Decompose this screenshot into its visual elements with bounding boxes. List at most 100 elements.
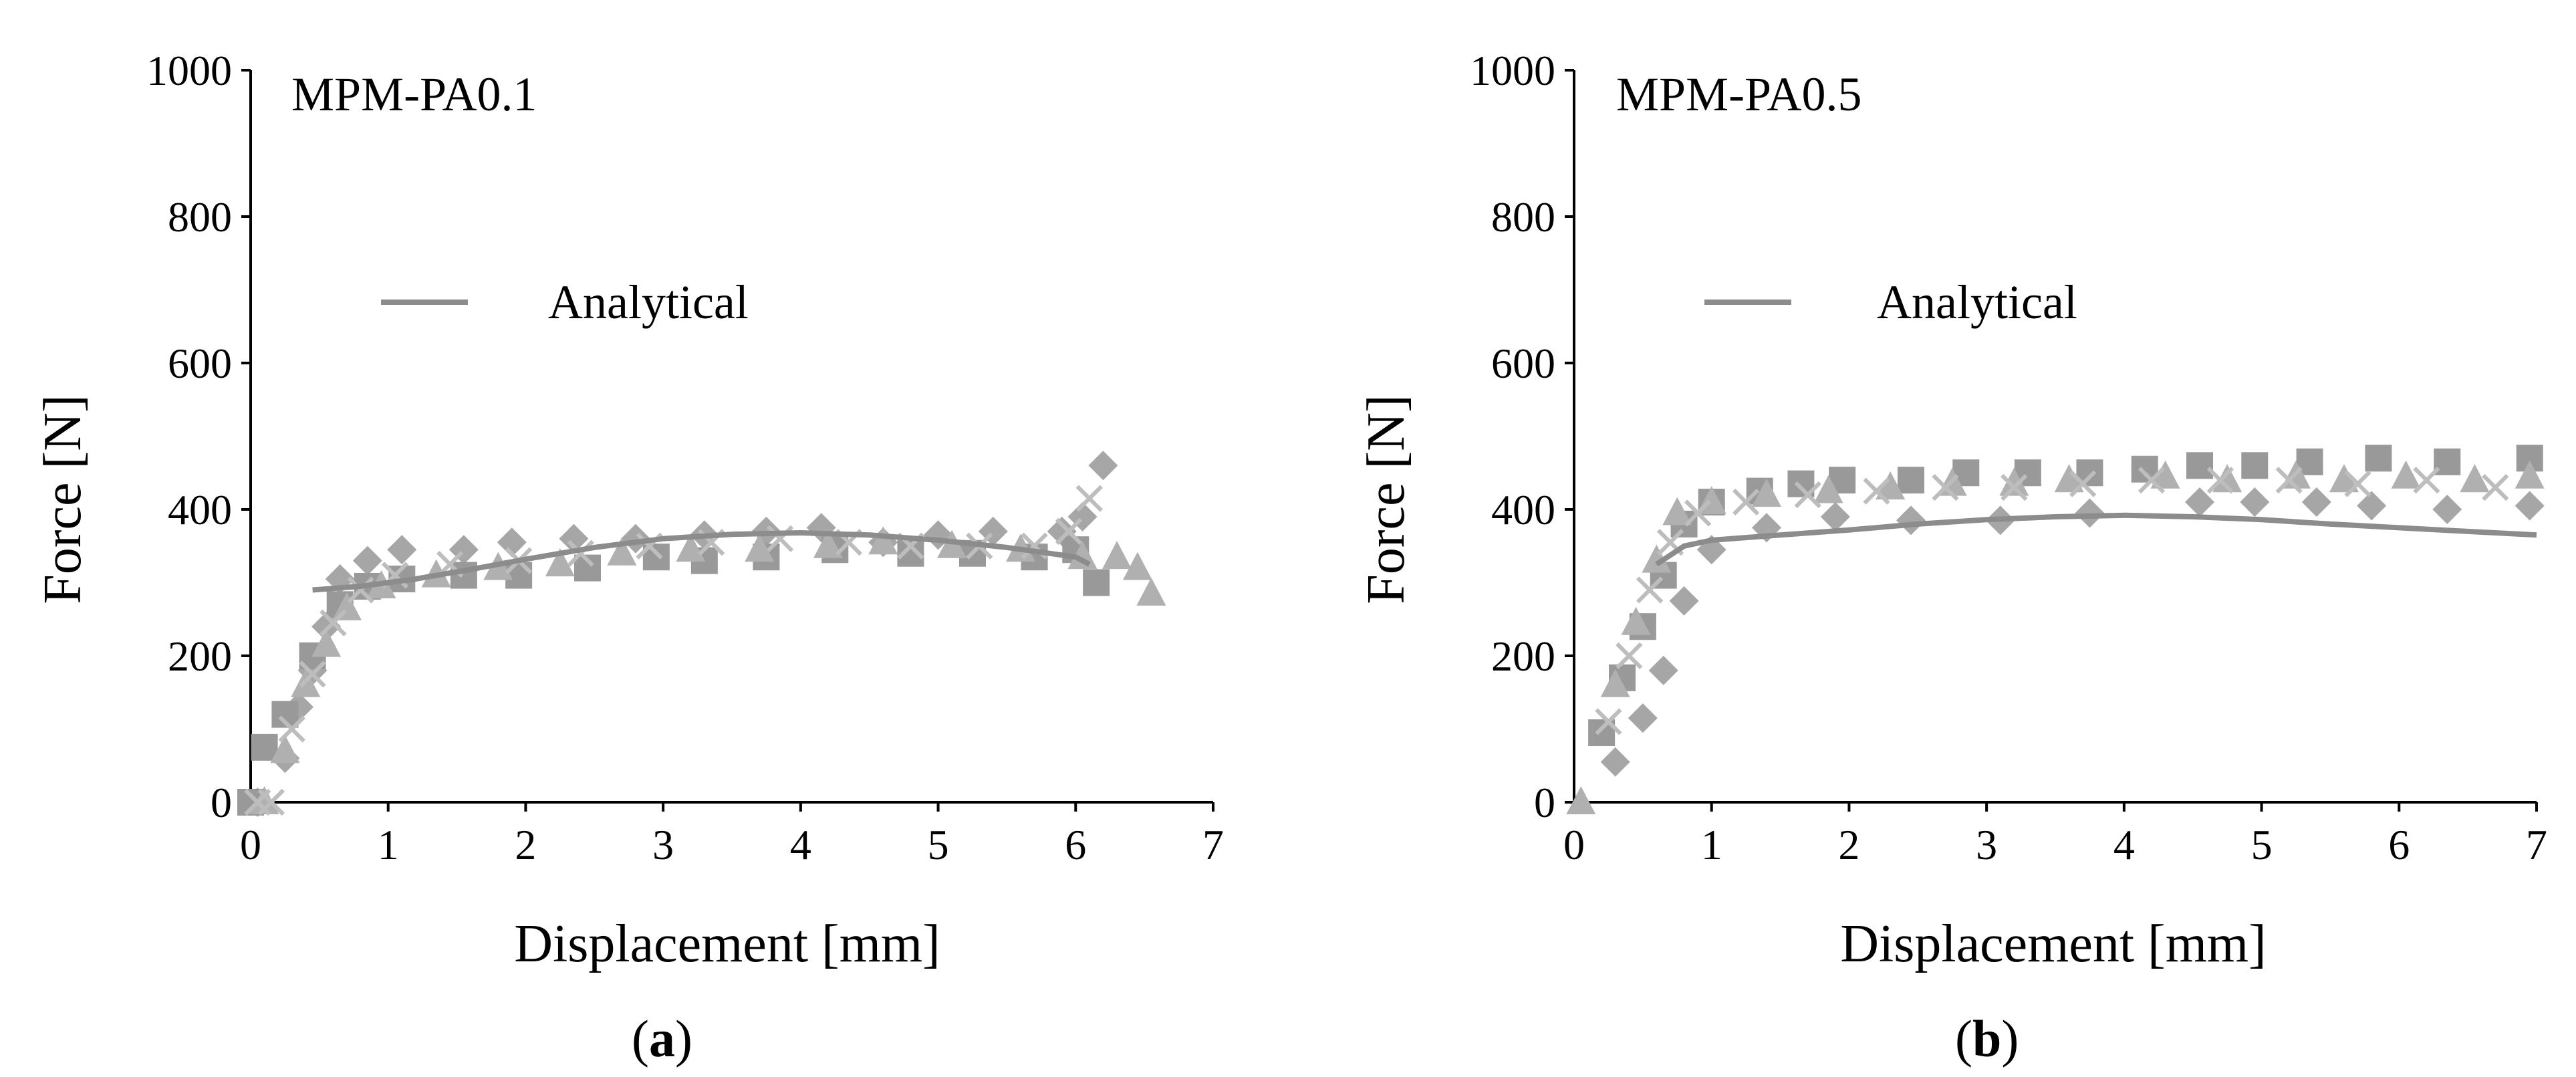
data-point-triangle bbox=[545, 548, 575, 577]
data-point-triangle bbox=[2391, 460, 2421, 489]
x-tick-label: 4 bbox=[2113, 821, 2135, 868]
data-point-cross bbox=[1075, 485, 1103, 512]
caption-open-b: ( bbox=[1955, 1009, 1972, 1068]
data-point-square bbox=[2186, 452, 2213, 479]
panel-a: 0 200 400 600 800 1000 0 1 2 3 4 5 6 7 MPM-PA0.1 Anal… bbox=[33, 47, 1224, 1068]
y-tick-label: 1000 bbox=[1470, 47, 1555, 94]
data-point-cross bbox=[1595, 708, 1622, 735]
data-point-diamond bbox=[2301, 487, 2331, 517]
data-point-diamond bbox=[2240, 487, 2270, 517]
data-point-cross bbox=[299, 661, 326, 688]
x-tick-label: 5 bbox=[928, 821, 949, 868]
panel-title-b: MPM-PA0.5 bbox=[1616, 68, 1862, 121]
x-tick-label: 1 bbox=[1701, 821, 1722, 868]
data-point-triangle bbox=[676, 533, 706, 562]
x-axis-label-a: Displacement [mm] bbox=[514, 915, 940, 973]
data-point-diamond bbox=[497, 527, 527, 558]
y-axis-label-a: Force [N] bbox=[33, 394, 92, 604]
data-point-cross bbox=[2413, 467, 2440, 494]
data-point-triangle bbox=[813, 529, 843, 558]
y-tick-label: 0 bbox=[1534, 779, 1555, 826]
data-point-cross bbox=[2206, 467, 2234, 494]
data-point-square bbox=[2365, 445, 2392, 472]
data-point-diamond bbox=[2185, 487, 2214, 517]
data-point-triangle bbox=[1600, 669, 1630, 697]
data-point-cross bbox=[2482, 474, 2509, 501]
data-point-triangle bbox=[1102, 541, 1132, 570]
x-tick-label: 3 bbox=[1976, 821, 1997, 868]
caption-letter-b: b bbox=[1972, 1009, 2001, 1068]
data-point-triangle bbox=[607, 537, 637, 566]
y-axis-label-b: Force [N] bbox=[1357, 394, 1416, 604]
x-tick-label: 0 bbox=[240, 821, 261, 868]
x-tick-label: 6 bbox=[2388, 821, 2410, 868]
data-point-square bbox=[2241, 452, 2269, 479]
data-point-square bbox=[1898, 467, 1924, 494]
data-point-triangle bbox=[270, 735, 300, 763]
data-point-cross bbox=[1863, 477, 1890, 505]
y-tick-label: 200 bbox=[168, 632, 232, 680]
data-point-diamond bbox=[387, 535, 417, 565]
panel-b: 0 200 400 600 800 1000 0 1 2 3 4 5 6 7 MPM-PA0.5 Anal… bbox=[1357, 47, 2547, 1068]
caption-close-b: ) bbox=[2001, 1009, 2019, 1068]
data-point-cross bbox=[2138, 467, 2166, 494]
analytical-curve bbox=[312, 530, 1091, 593]
plot-area-b: 0 200 400 600 800 1000 0 1 2 3 4 5 6 7 bbox=[1470, 47, 2547, 868]
data-point-diamond bbox=[1896, 505, 1926, 535]
caption-a: (a) bbox=[632, 1009, 692, 1068]
data-point-diamond bbox=[1648, 655, 1678, 685]
data-point-triangle bbox=[1566, 786, 1596, 814]
x-tick-label: 4 bbox=[790, 821, 811, 868]
x-tick-label: 6 bbox=[1065, 821, 1086, 868]
data-point-triangle bbox=[2515, 460, 2545, 489]
y-tick-label: 400 bbox=[1491, 486, 1555, 533]
x-tick-label: 7 bbox=[2526, 821, 2547, 868]
data-point-diamond bbox=[2515, 491, 2545, 521]
caption-close-a: ) bbox=[675, 1009, 692, 1068]
data-point-triangle bbox=[2329, 464, 2359, 493]
legend-label-a: Analytical bbox=[548, 275, 749, 329]
data-point-triangle bbox=[1122, 552, 1152, 580]
data-point-diamond bbox=[2075, 498, 2105, 528]
data-point-triangle bbox=[2460, 464, 2490, 493]
data-point-triangle bbox=[745, 533, 775, 562]
data-point-triangle bbox=[1813, 475, 1843, 503]
data-point-cross bbox=[567, 540, 594, 567]
data-point-triangle bbox=[2054, 464, 2084, 493]
data-point-cross bbox=[1055, 517, 1083, 545]
data-point-square bbox=[1083, 569, 1110, 596]
data-point-triangle bbox=[2212, 464, 2242, 493]
data-point-diamond bbox=[1088, 451, 1118, 481]
x-axis-label-b: Displacement [mm] bbox=[1840, 915, 2267, 973]
data-point-diamond bbox=[1820, 501, 1850, 531]
y-tick-label: 800 bbox=[168, 193, 232, 241]
data-point-cross bbox=[1684, 499, 1712, 527]
data-point-cross bbox=[257, 788, 285, 816]
legend-label-b: Analytical bbox=[1877, 275, 2077, 329]
data-point-cross bbox=[347, 576, 374, 604]
data-point-cross bbox=[2275, 467, 2303, 494]
data-point-triangle bbox=[1642, 544, 1672, 573]
data-point-diamond bbox=[352, 546, 382, 576]
data-point-diamond bbox=[559, 523, 589, 554]
x-tick-label: 5 bbox=[2251, 821, 2273, 868]
analytical-curve bbox=[1655, 512, 2537, 567]
panel-title-a: MPM-PA0.1 bbox=[291, 68, 537, 121]
x-tick-label: 0 bbox=[1563, 821, 1585, 868]
data-point-triangle bbox=[2150, 460, 2180, 489]
data-point-cross bbox=[1636, 576, 1664, 604]
data-point-diamond bbox=[1600, 747, 1630, 777]
data-point-triangle bbox=[1662, 497, 1692, 525]
data-point-triangle bbox=[1136, 577, 1166, 606]
data-point-triangle bbox=[1876, 471, 1906, 500]
data-point-triangle bbox=[1621, 606, 1651, 635]
y-tick-label: 0 bbox=[211, 779, 232, 826]
y-tick-label: 200 bbox=[1491, 632, 1555, 680]
data-point-square bbox=[251, 733, 278, 761]
data-point-cross bbox=[278, 715, 305, 743]
y-tick-label: 800 bbox=[1491, 193, 1555, 241]
y-tick-label: 400 bbox=[168, 486, 232, 533]
data-point-diamond bbox=[2357, 491, 2387, 521]
caption-open-a: ( bbox=[632, 1009, 649, 1068]
